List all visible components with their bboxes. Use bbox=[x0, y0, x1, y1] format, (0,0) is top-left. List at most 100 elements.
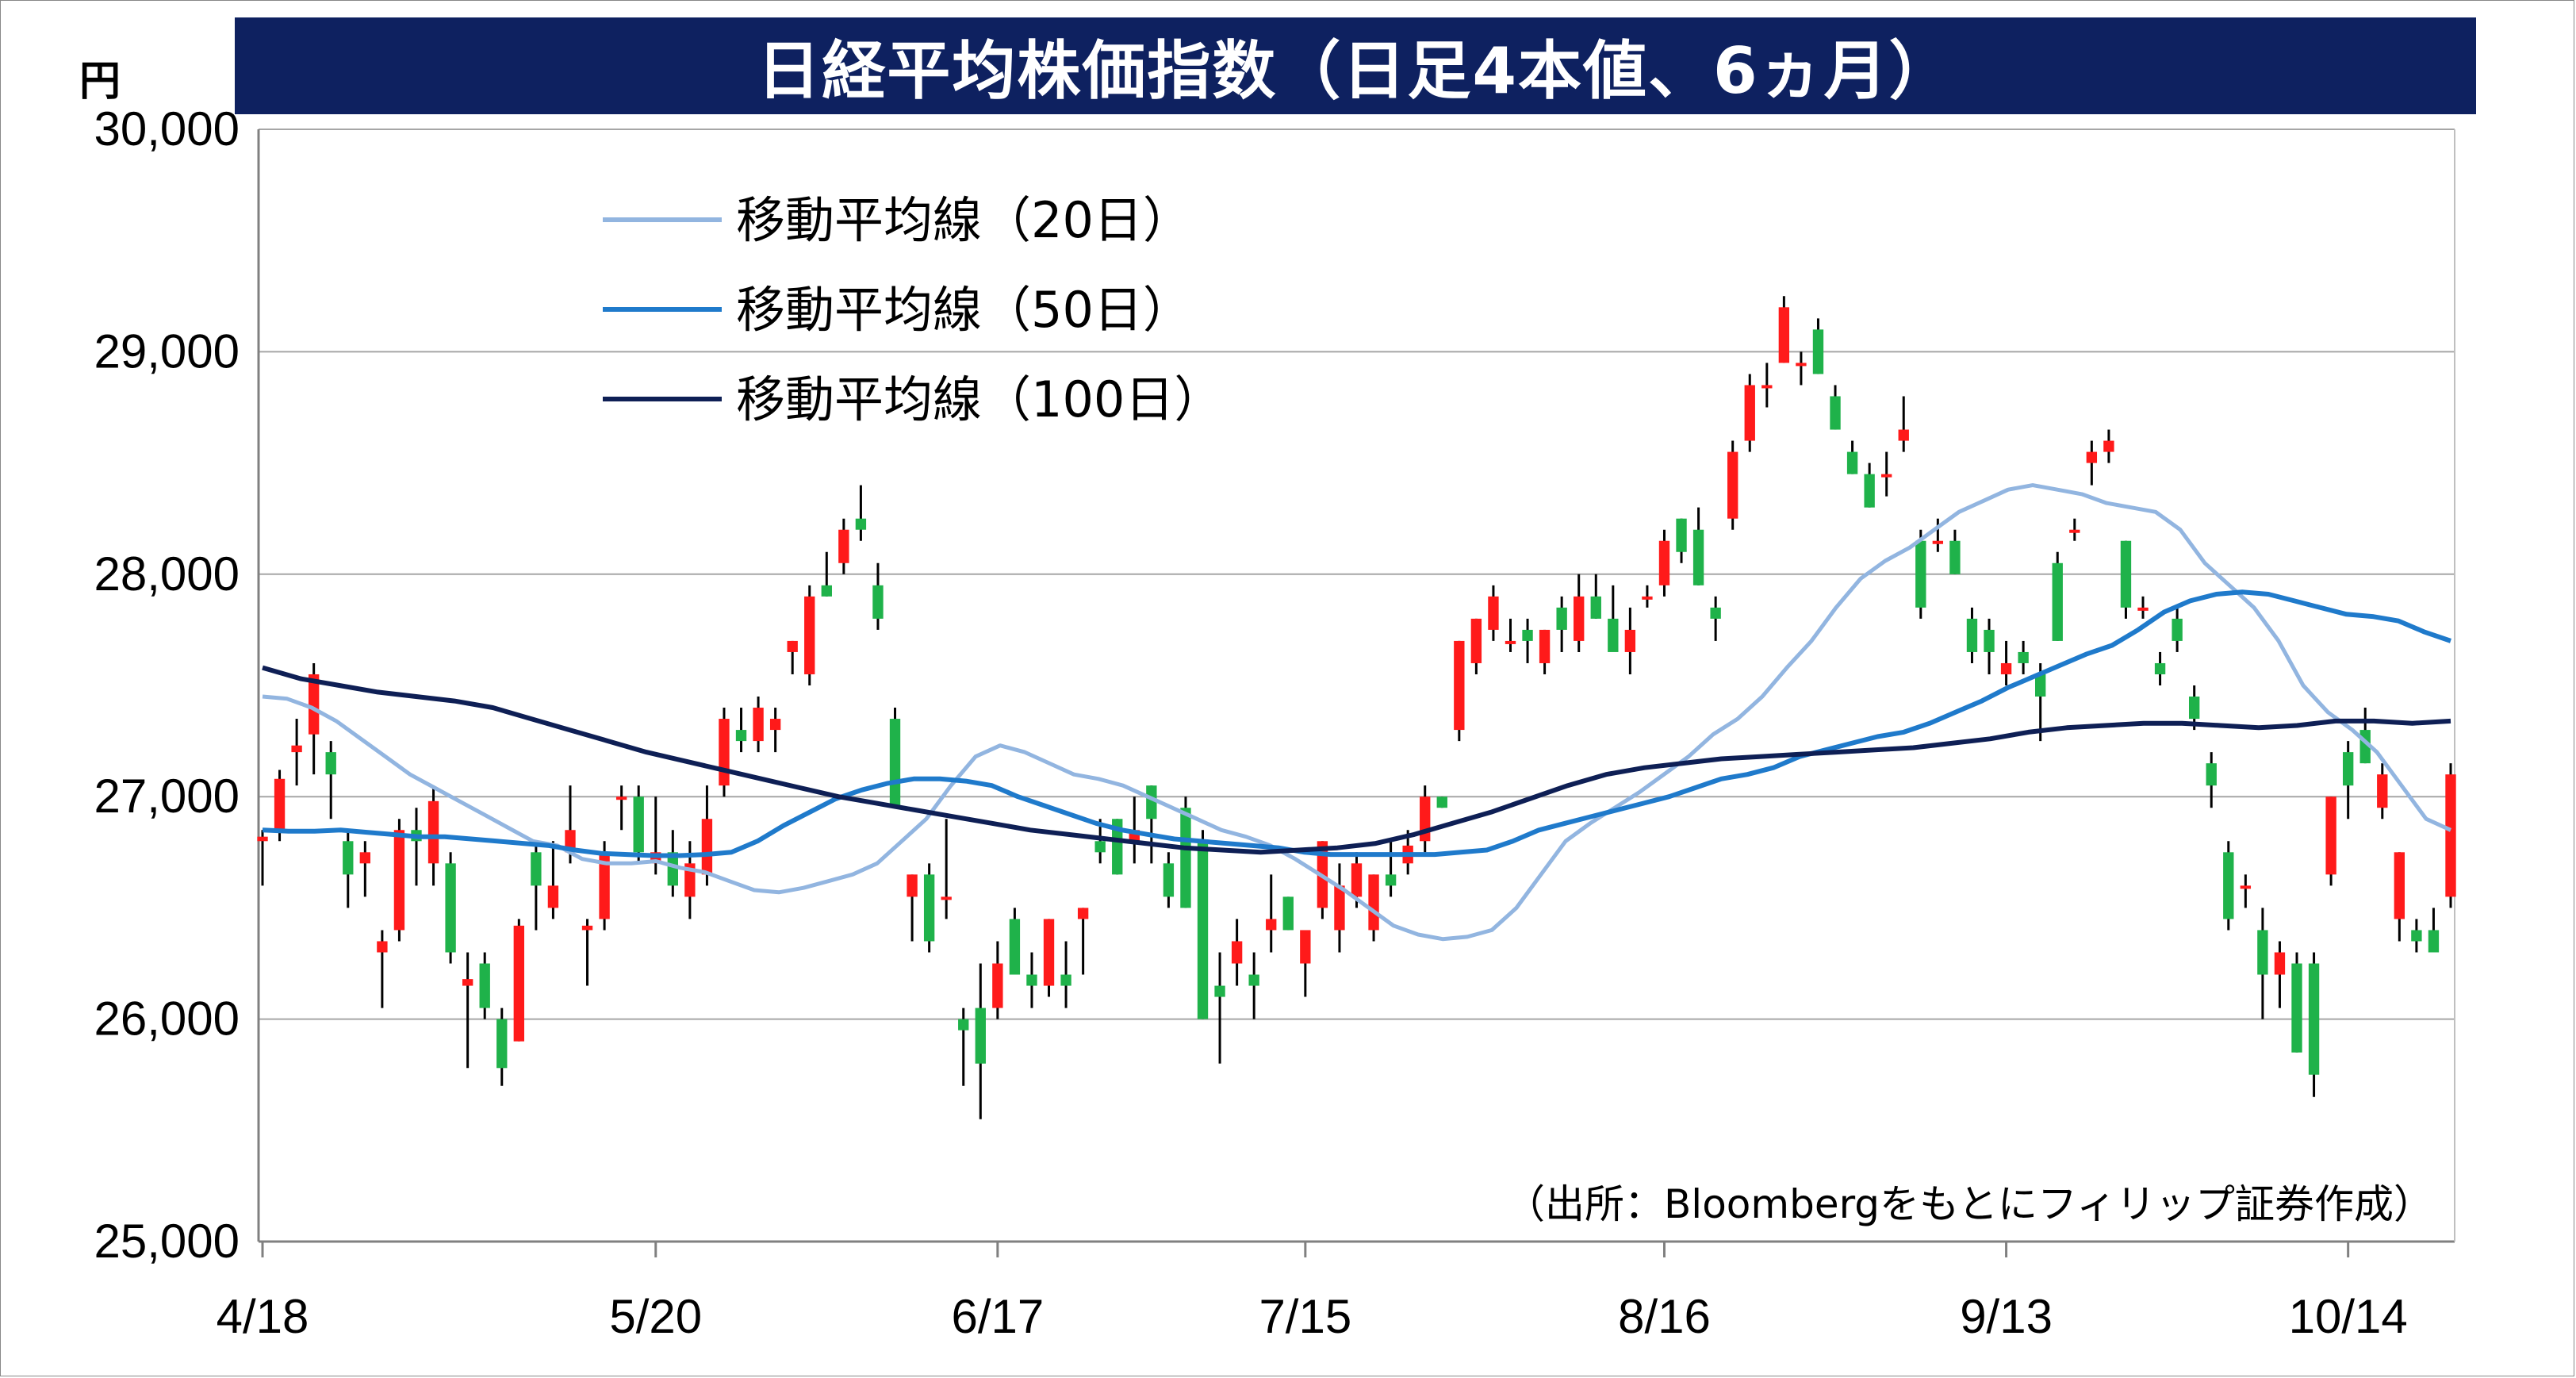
candle-up bbox=[513, 925, 525, 1042]
candle-up bbox=[1368, 874, 1379, 931]
candle-up bbox=[1470, 618, 1482, 663]
candle-up bbox=[427, 800, 439, 864]
y-tick-label: 25,000 bbox=[94, 1215, 240, 1268]
candle-down bbox=[445, 863, 456, 953]
y-tick-label: 29,000 bbox=[94, 324, 240, 378]
candle-down bbox=[923, 874, 935, 942]
candle-up bbox=[393, 830, 405, 931]
candle-up bbox=[907, 874, 918, 897]
candle-down bbox=[2206, 763, 2217, 786]
candle-up bbox=[462, 979, 473, 986]
candle-up bbox=[2137, 607, 2149, 611]
candle-down bbox=[855, 518, 867, 530]
candle-up bbox=[1881, 474, 1892, 478]
chart-title: 日経平均株価指数（日足4本値、6ヵ月） bbox=[235, 17, 2476, 114]
candle-down bbox=[2223, 852, 2234, 919]
candle-up bbox=[1334, 885, 1345, 931]
candle-down bbox=[735, 730, 747, 742]
moving-average-line bbox=[262, 665, 2451, 855]
candle-up bbox=[547, 885, 559, 908]
candle-down bbox=[633, 796, 644, 853]
candle-up bbox=[787, 640, 798, 652]
candle-up bbox=[1727, 451, 1738, 519]
candle-down bbox=[1009, 919, 1021, 975]
candle-up bbox=[1744, 385, 1755, 441]
candle-down bbox=[325, 752, 336, 775]
candle-up bbox=[2086, 451, 2098, 463]
candle-down bbox=[2188, 697, 2200, 720]
candle-down bbox=[1282, 896, 1294, 931]
y-tick-label: 30,000 bbox=[94, 102, 240, 155]
candle-down bbox=[1966, 618, 1978, 652]
candle-up bbox=[1796, 363, 1807, 367]
y-unit-label: 円 bbox=[79, 58, 121, 106]
candle-up bbox=[1642, 596, 1653, 600]
x-tick-label: 10/14 bbox=[2289, 1290, 2408, 1343]
candle-up bbox=[1761, 385, 1773, 389]
y-tick-label: 28,000 bbox=[94, 547, 240, 601]
candle-up bbox=[2069, 529, 2080, 533]
candle-up bbox=[1077, 908, 1089, 919]
candle-down bbox=[2120, 540, 2132, 608]
candle-down bbox=[343, 841, 354, 875]
candle-down bbox=[1710, 607, 1721, 619]
candle-down bbox=[2291, 963, 2302, 1053]
candle-down bbox=[1915, 540, 1926, 608]
candle-down bbox=[1692, 529, 1704, 585]
moving-average-line bbox=[262, 589, 2451, 858]
candle-up bbox=[581, 925, 593, 931]
candle-up bbox=[838, 529, 849, 563]
candle-up bbox=[2377, 774, 2388, 808]
candle-up bbox=[1624, 629, 1636, 652]
candle-up bbox=[2103, 440, 2114, 452]
candle-up bbox=[615, 796, 627, 800]
candle-down bbox=[1984, 629, 1995, 652]
candle-down bbox=[889, 719, 901, 808]
candle-down bbox=[2154, 662, 2166, 674]
candle-down bbox=[1146, 785, 1157, 820]
candle-up bbox=[2445, 774, 2456, 897]
candle-down bbox=[1830, 396, 1841, 430]
candle-up bbox=[2240, 885, 2252, 889]
candle-down bbox=[2411, 930, 2422, 942]
candle-down bbox=[1163, 863, 1175, 897]
candle-down bbox=[1248, 974, 1259, 986]
candle-up bbox=[257, 836, 268, 842]
candle-down bbox=[958, 1019, 969, 1031]
candle-down bbox=[531, 852, 542, 886]
candle-up bbox=[359, 852, 371, 864]
candle-up bbox=[1574, 596, 1585, 641]
candle-up bbox=[1454, 640, 1465, 731]
x-tick-label: 4/18 bbox=[217, 1290, 309, 1343]
legend-label: 移動平均線（20日） bbox=[736, 191, 1192, 249]
candle-down bbox=[1812, 329, 1824, 374]
candle-down bbox=[2035, 674, 2046, 697]
candle-up bbox=[769, 719, 781, 731]
candle-down bbox=[1385, 874, 1397, 886]
candle-up bbox=[1043, 919, 1055, 986]
candle-up bbox=[308, 674, 320, 735]
candle-down bbox=[1949, 540, 1961, 574]
candle-up bbox=[1505, 640, 1516, 644]
candle-up bbox=[941, 896, 952, 900]
candle-up bbox=[599, 852, 610, 919]
candle-up bbox=[377, 941, 388, 953]
candle-up bbox=[2394, 852, 2405, 919]
candle-down bbox=[1214, 985, 1225, 997]
x-tick-label: 9/13 bbox=[1960, 1290, 2053, 1343]
candle-down bbox=[1556, 607, 1567, 630]
candle-up bbox=[2325, 796, 2336, 875]
candle-up bbox=[1266, 919, 1277, 931]
candle-down bbox=[975, 1008, 986, 1064]
candle-up bbox=[804, 596, 815, 674]
candle-down bbox=[2257, 930, 2268, 975]
candle-up bbox=[1231, 941, 1243, 964]
candle-up bbox=[2274, 952, 2286, 975]
candle-down bbox=[1864, 474, 1875, 508]
candle-up bbox=[1539, 629, 1551, 663]
legend-label: 移動平均線（100日） bbox=[736, 370, 1223, 428]
moving-average-line bbox=[262, 483, 2452, 942]
candle-up bbox=[274, 778, 286, 831]
candle-down bbox=[1180, 808, 1191, 908]
